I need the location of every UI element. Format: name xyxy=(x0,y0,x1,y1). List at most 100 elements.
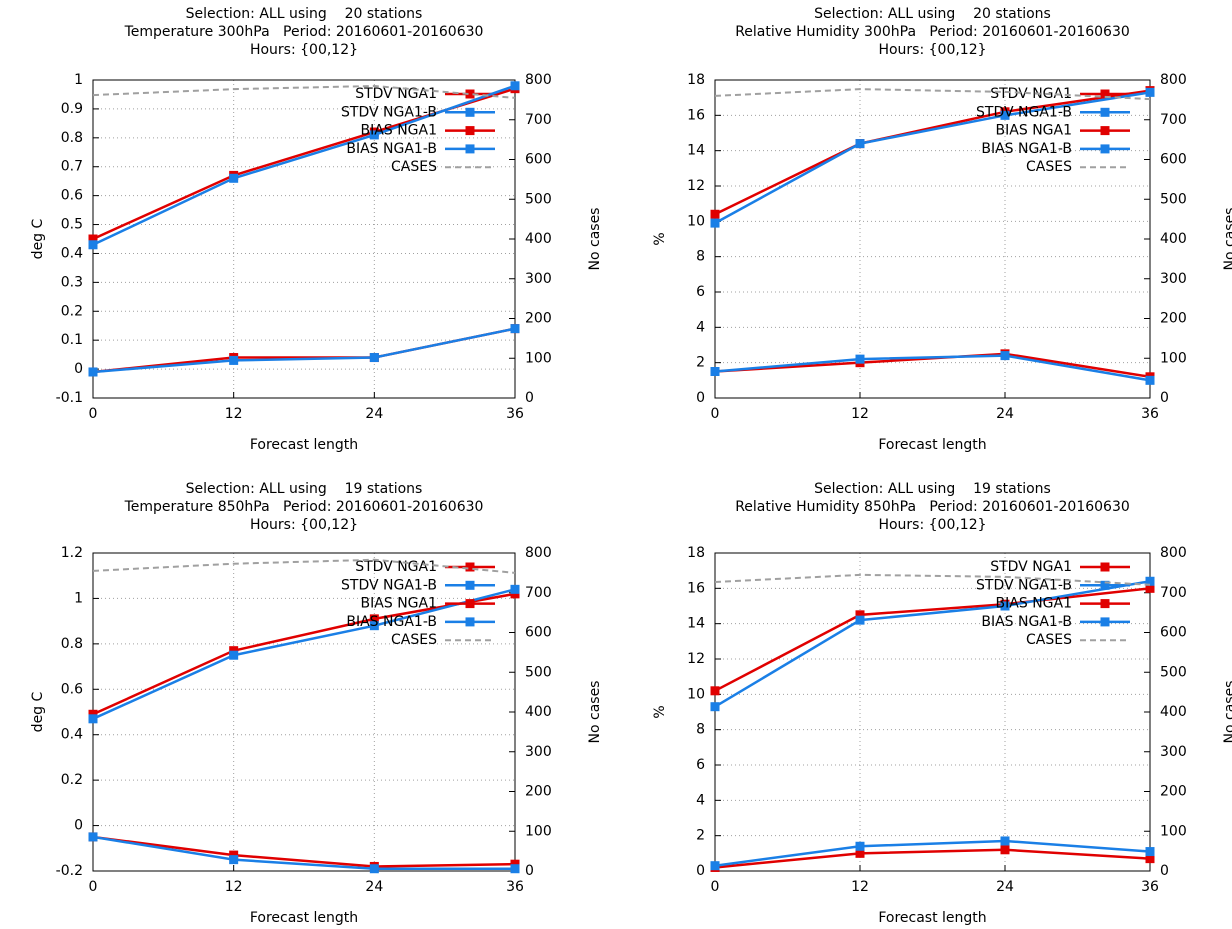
y2-tick-label: 100 xyxy=(1160,823,1187,839)
data-point xyxy=(229,850,239,860)
y2-axis-label: No cases xyxy=(587,681,603,744)
chart-title: Hours: {00,12} xyxy=(250,517,358,533)
legend-marker xyxy=(1100,599,1110,609)
x-tick-label: 24 xyxy=(365,879,383,895)
y-tick-label: 0.6 xyxy=(61,681,83,697)
y-tick-label: 14 xyxy=(687,143,705,159)
legend-marker xyxy=(1100,126,1110,136)
y-tick-label: 0.6 xyxy=(61,188,83,204)
y-tick-label: 0 xyxy=(696,863,705,879)
y-tick-label: 0 xyxy=(696,390,705,406)
legend-marker xyxy=(1100,617,1110,627)
x-axis-label: Forecast length xyxy=(250,910,358,926)
data-point xyxy=(855,610,865,620)
y2-tick-label: 400 xyxy=(525,704,552,720)
series-line xyxy=(714,89,1151,216)
y-axis-label: deg C xyxy=(30,691,46,732)
data-point xyxy=(710,209,720,219)
series-line xyxy=(714,848,1151,869)
legend-label: CASES xyxy=(1026,159,1072,175)
data-point xyxy=(710,702,720,712)
x-axis-label: Forecast length xyxy=(250,437,358,453)
y-tick-label: 1.2 xyxy=(61,545,83,561)
y2-tick-label: 700 xyxy=(1160,585,1187,601)
chart-title: Temperature 850hPa Period: 20160601-2016… xyxy=(124,499,484,515)
y2-tick-label: 300 xyxy=(1160,271,1187,287)
y2-tick-label: 0 xyxy=(1160,390,1169,406)
y-tick-label: 18 xyxy=(687,72,705,88)
y2-tick-label: 800 xyxy=(525,545,552,561)
y2-tick-label: 600 xyxy=(1160,152,1187,168)
y2-tick-label: 500 xyxy=(525,191,552,207)
series-line xyxy=(92,558,516,574)
y2-tick-label: 100 xyxy=(525,823,552,839)
series-line xyxy=(714,580,1151,708)
data-point xyxy=(855,848,865,858)
data-point xyxy=(510,324,520,334)
y-tick-label: 0 xyxy=(74,818,83,834)
legend-marker xyxy=(1100,580,1110,590)
y-tick-label: 4 xyxy=(696,319,705,335)
y-tick-label: 12 xyxy=(687,178,705,194)
chart-title: Selection: ALL using 20 stations xyxy=(186,6,423,22)
y2-tick-label: 200 xyxy=(1160,784,1187,800)
plot-border xyxy=(92,79,516,399)
y-tick-label: 12 xyxy=(687,651,705,667)
y2-tick-label: 800 xyxy=(1160,545,1187,561)
data-point xyxy=(88,240,98,250)
data-point xyxy=(510,589,520,599)
data-point xyxy=(710,218,720,228)
x-tick-label: 12 xyxy=(851,406,869,422)
legend-marker xyxy=(465,107,475,117)
y2-tick-label: 400 xyxy=(1160,231,1187,247)
series-line xyxy=(92,835,516,868)
data-point xyxy=(369,353,379,363)
series-line xyxy=(714,88,1151,101)
y-tick-label: -0.2 xyxy=(56,863,83,879)
y-tick-label: 4 xyxy=(696,792,705,808)
legend-label: STDV NGA1 xyxy=(990,559,1072,575)
data-point xyxy=(369,864,379,874)
legend-marker xyxy=(1100,144,1110,154)
data-point xyxy=(88,832,98,842)
legend-label: BIAS NGA1-B xyxy=(981,141,1072,157)
y2-tick-label: 300 xyxy=(1160,744,1187,760)
series-line xyxy=(714,91,1151,225)
data-point xyxy=(855,354,865,364)
x-tick-label: 36 xyxy=(1141,406,1159,422)
data-point xyxy=(1000,601,1010,611)
y-tick-label: 6 xyxy=(696,757,705,773)
data-point xyxy=(88,714,98,724)
legend-label: CASES xyxy=(1026,632,1072,648)
y-tick-label: 0.5 xyxy=(61,217,83,233)
x-tick-label: 0 xyxy=(89,879,98,895)
legend-label: BIAS NGA1-B xyxy=(346,141,437,157)
x-tick-label: 0 xyxy=(711,406,720,422)
y2-tick-label: 700 xyxy=(525,112,552,128)
legend-label: BIAS NGA1-B xyxy=(346,614,437,630)
data-point xyxy=(510,859,520,869)
legend-marker xyxy=(1100,89,1110,99)
data-point xyxy=(510,81,520,91)
data-point xyxy=(1145,847,1155,857)
y2-tick-label: 0 xyxy=(525,390,534,406)
y-tick-label: 0.1 xyxy=(61,332,83,348)
data-point xyxy=(229,650,239,660)
data-point xyxy=(369,614,379,624)
y-tick-label: 0.8 xyxy=(61,636,83,652)
y-tick-label: 0.4 xyxy=(61,727,83,743)
y-tick-label: 18 xyxy=(687,545,705,561)
x-tick-label: 12 xyxy=(225,406,243,422)
y2-tick-label: 500 xyxy=(1160,664,1187,680)
y-tick-label: 0.7 xyxy=(61,159,83,175)
legend-label: BIAS NGA1 xyxy=(361,596,437,612)
legend-marker xyxy=(465,562,475,572)
data-point xyxy=(855,841,865,851)
y-tick-label: 10 xyxy=(687,213,705,229)
y2-tick-label: 400 xyxy=(1160,704,1187,720)
y2-tick-label: 200 xyxy=(1160,311,1187,327)
chart-title: Hours: {00,12} xyxy=(250,42,358,58)
data-point xyxy=(1145,854,1155,864)
legend-label: STDV NGA1-B xyxy=(341,577,437,593)
data-point xyxy=(1000,836,1010,846)
